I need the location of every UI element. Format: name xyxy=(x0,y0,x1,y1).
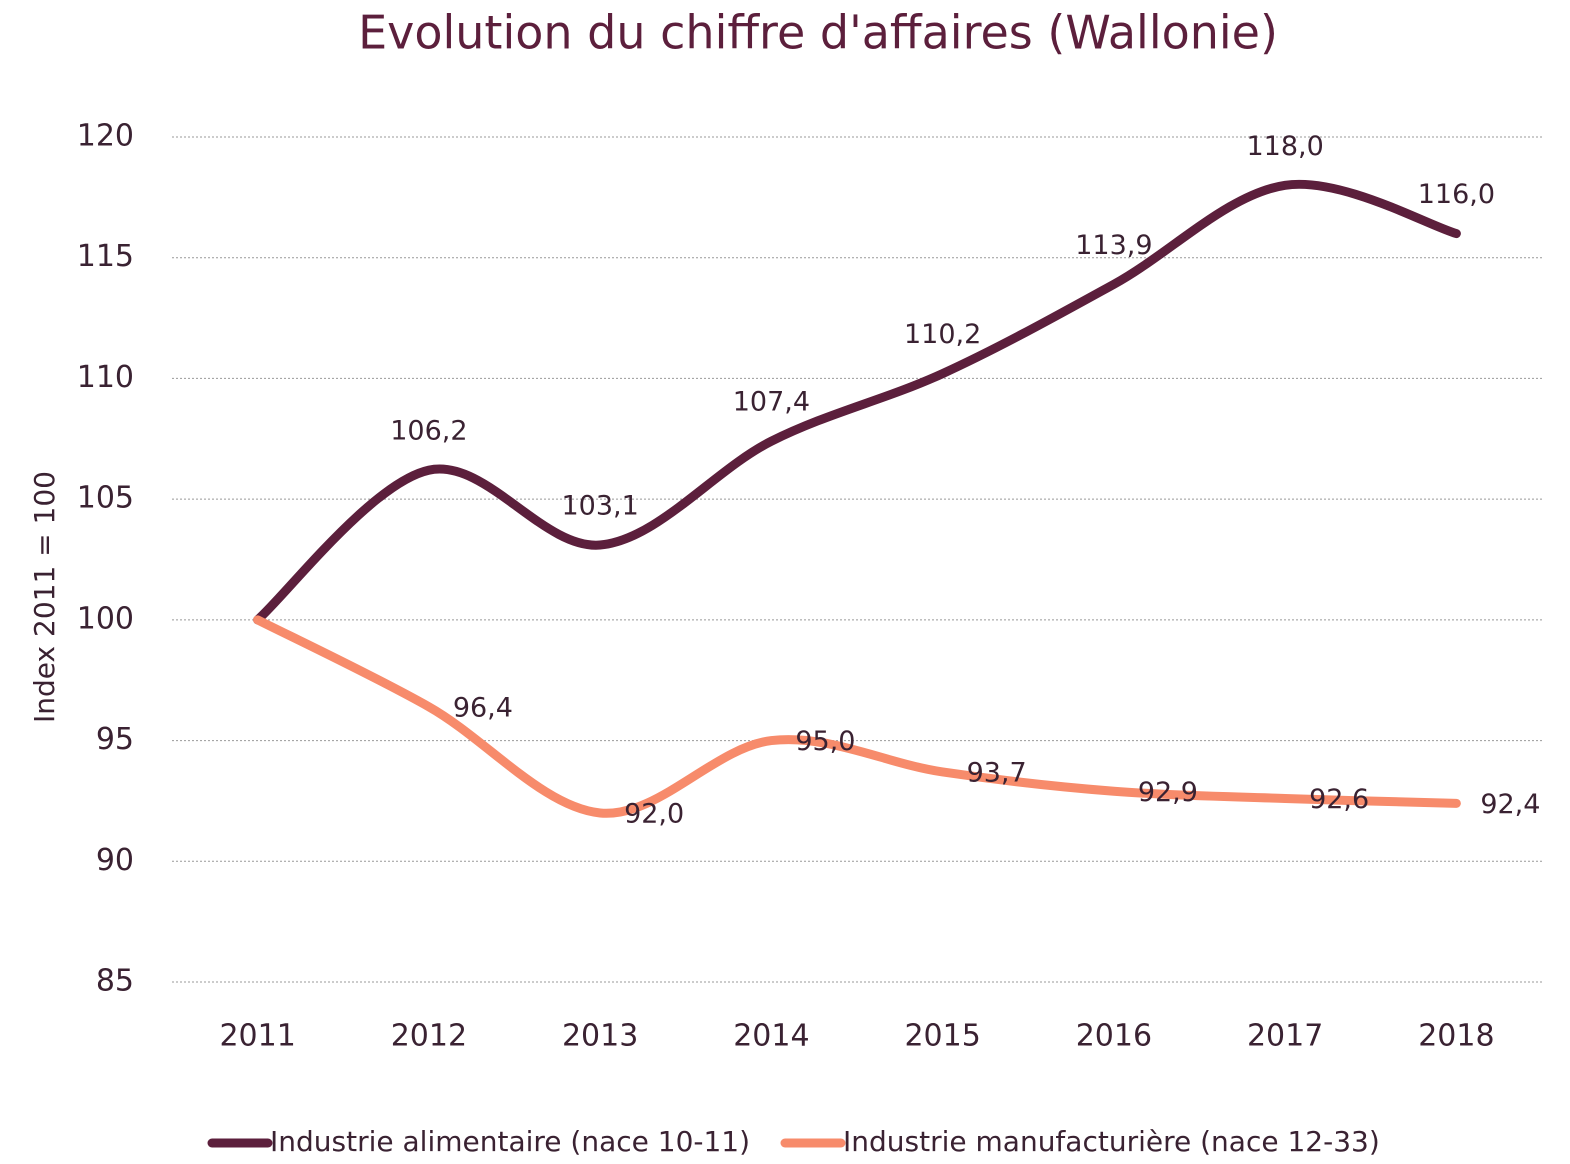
y-tick-label: 105 xyxy=(77,481,134,516)
x-tick-label: 2015 xyxy=(904,1019,980,1054)
data-label: 116,0 xyxy=(1418,179,1495,210)
y-tick-label: 110 xyxy=(77,360,134,395)
data-label: 103,1 xyxy=(561,491,638,522)
x-tick-label: 2012 xyxy=(391,1019,467,1054)
data-label: 113,9 xyxy=(1075,230,1152,261)
data-label: 95,0 xyxy=(795,726,855,757)
line xyxy=(253,615,1461,818)
legend-label: Industrie alimentaire (nace 10-11) xyxy=(270,1125,750,1158)
data-label: 96,4 xyxy=(453,692,513,723)
data-label: 107,4 xyxy=(733,387,810,418)
x-tick-label: 2018 xyxy=(1418,1019,1494,1054)
line xyxy=(253,179,1461,625)
data-label: 118,0 xyxy=(1246,131,1323,162)
data-label: 106,2 xyxy=(390,416,467,447)
y-tick-label: 95 xyxy=(96,722,134,757)
legend-label: Industrie manufacturière (nace 12-33) xyxy=(843,1125,1380,1158)
data-label: 92,0 xyxy=(624,799,684,830)
y-axis-label: Index 2011 = 100 xyxy=(28,471,61,723)
x-tick-label: 2017 xyxy=(1247,1019,1323,1054)
y-tick-label: 115 xyxy=(77,239,134,274)
data-label: 92,6 xyxy=(1309,784,1369,815)
x-tick-label: 2016 xyxy=(1076,1019,1152,1054)
data-label: 92,9 xyxy=(1138,777,1198,808)
data-label: 110,2 xyxy=(904,319,981,350)
x-tick-label: 2011 xyxy=(219,1019,295,1054)
chart-title: Evolution du chiffre d'affaires (Walloni… xyxy=(358,6,1278,60)
x-tick-label: 2014 xyxy=(733,1019,809,1054)
y-tick-label: 85 xyxy=(96,964,134,999)
y-tick-label: 120 xyxy=(77,119,134,154)
y-tick-label: 90 xyxy=(96,843,134,878)
y-tick-label: 100 xyxy=(77,601,134,636)
x-tick-label: 2013 xyxy=(562,1019,638,1054)
data-label: 92,4 xyxy=(1480,789,1540,820)
data-label: 93,7 xyxy=(967,757,1027,788)
